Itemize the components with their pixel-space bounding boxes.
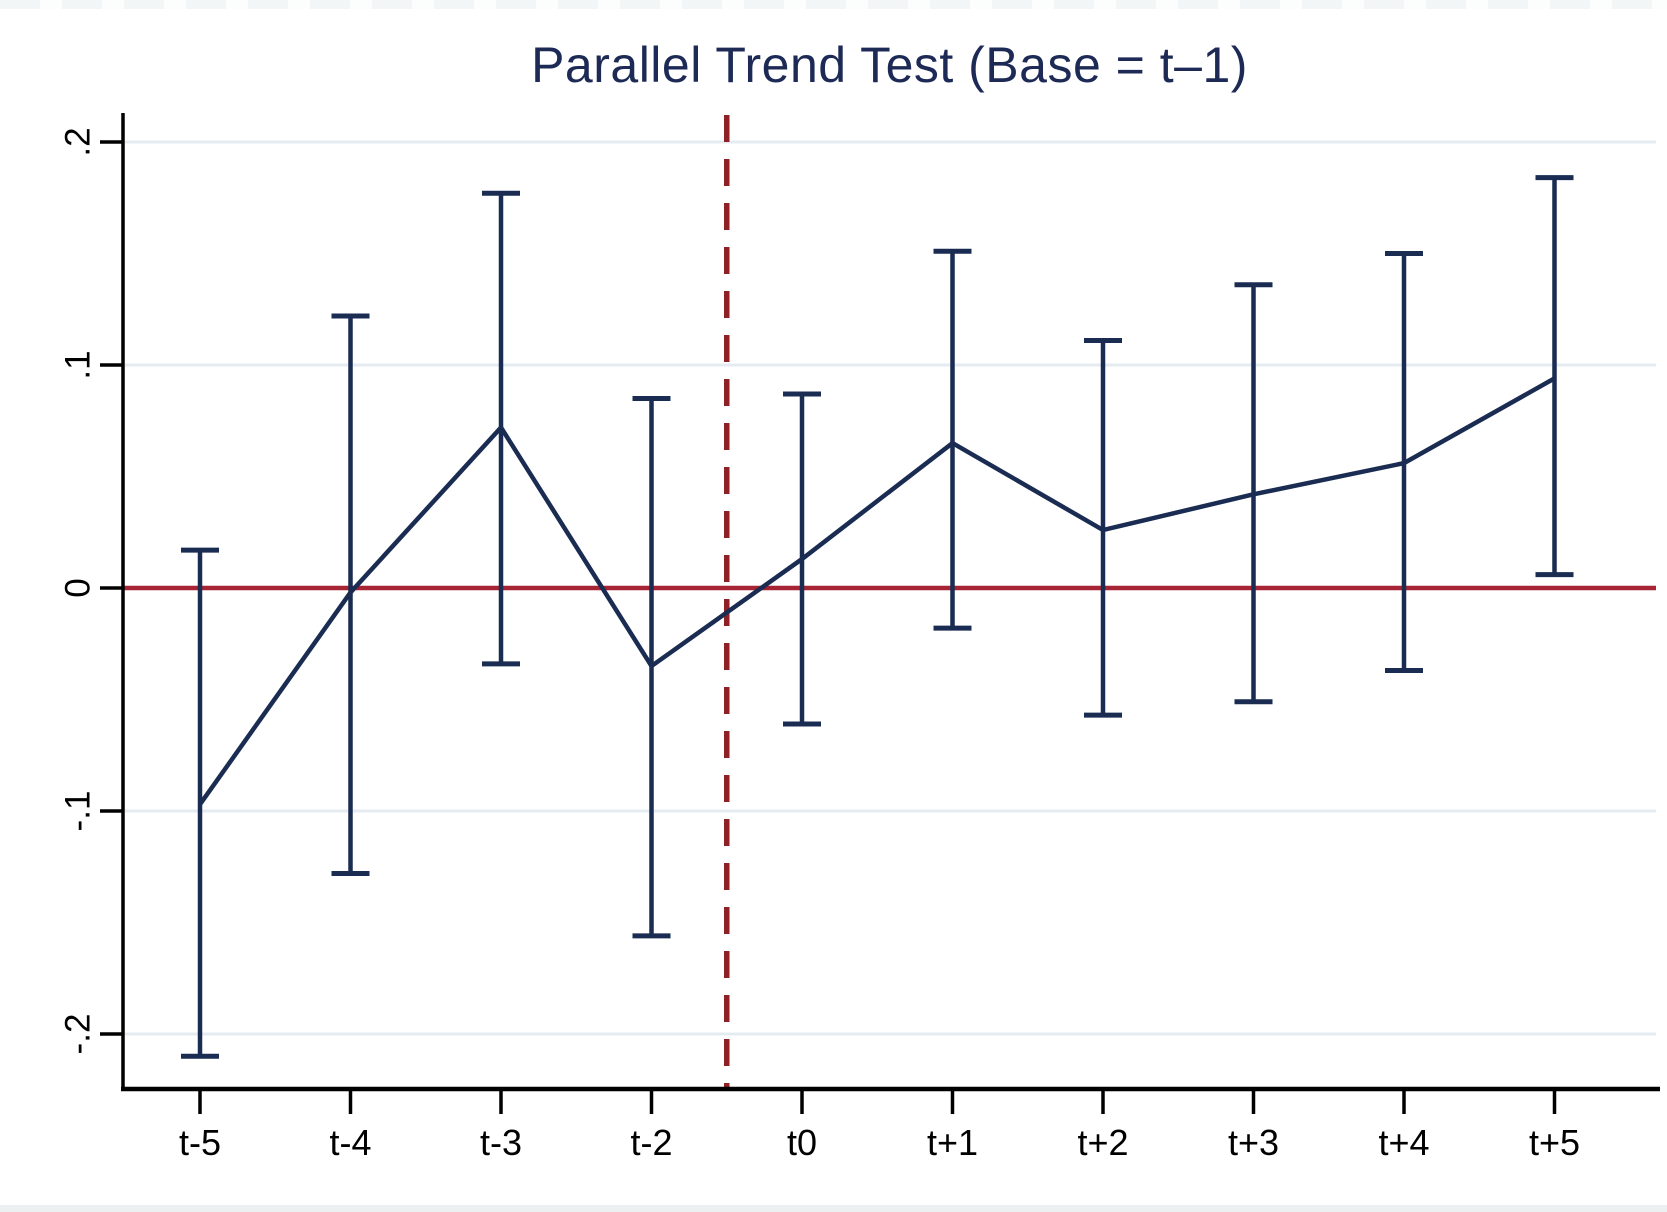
- y-tick-label: -.1: [59, 791, 98, 832]
- x-tick-label: t-3: [480, 1122, 522, 1163]
- x-tick-label: t-2: [630, 1122, 672, 1163]
- y-tick-label: -.2: [59, 1014, 98, 1055]
- chart-title: Parallel Trend Test (Base = t–1): [531, 37, 1248, 93]
- top-edge-artifact: [0, 0, 1667, 9]
- x-tick-label: t-4: [329, 1122, 371, 1163]
- x-tick-label: t+2: [1077, 1122, 1128, 1163]
- x-tick-label: t+3: [1228, 1122, 1279, 1163]
- y-tick-label: .1: [59, 350, 98, 379]
- x-tick-label: t0: [787, 1122, 817, 1163]
- x-tick-label: t+5: [1529, 1122, 1580, 1163]
- y-tick-label: 0: [59, 578, 98, 597]
- x-tick-label: t+1: [927, 1122, 978, 1163]
- x-tick-label: t-5: [179, 1122, 221, 1163]
- y-tick-label: .2: [59, 127, 98, 156]
- bottom-edge-artifact: [0, 1205, 1667, 1212]
- x-tick-label: t+4: [1378, 1122, 1429, 1163]
- estimate-line: [198, 376, 1556, 806]
